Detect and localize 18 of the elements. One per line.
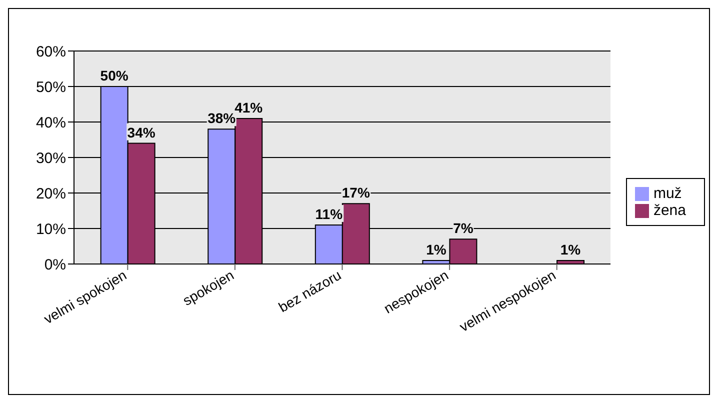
legend-label: muž [653, 184, 682, 202]
y-tick-label: 60% [36, 43, 66, 60]
y-tick-label: 30% [36, 150, 66, 167]
data-label: 50% [100, 68, 129, 84]
y-tick-label: 40% [36, 114, 66, 132]
data-label: 38% [208, 110, 236, 126]
y-tick-label: 10% [36, 220, 66, 238]
y-tick-label: 0% [44, 256, 66, 274]
data-label: 34% [127, 124, 156, 140]
data-label: 7% [453, 220, 474, 236]
y-tick-label: 50% [36, 78, 66, 96]
data-label: 11% [315, 206, 344, 222]
data-label: 17% [342, 184, 370, 201]
y-tick-label: 20% [36, 185, 66, 202]
data-label: 1% [426, 241, 447, 258]
data-label: 41% [234, 99, 264, 116]
legend-label: žena [653, 202, 686, 218]
data-label: 1% [560, 241, 582, 258]
